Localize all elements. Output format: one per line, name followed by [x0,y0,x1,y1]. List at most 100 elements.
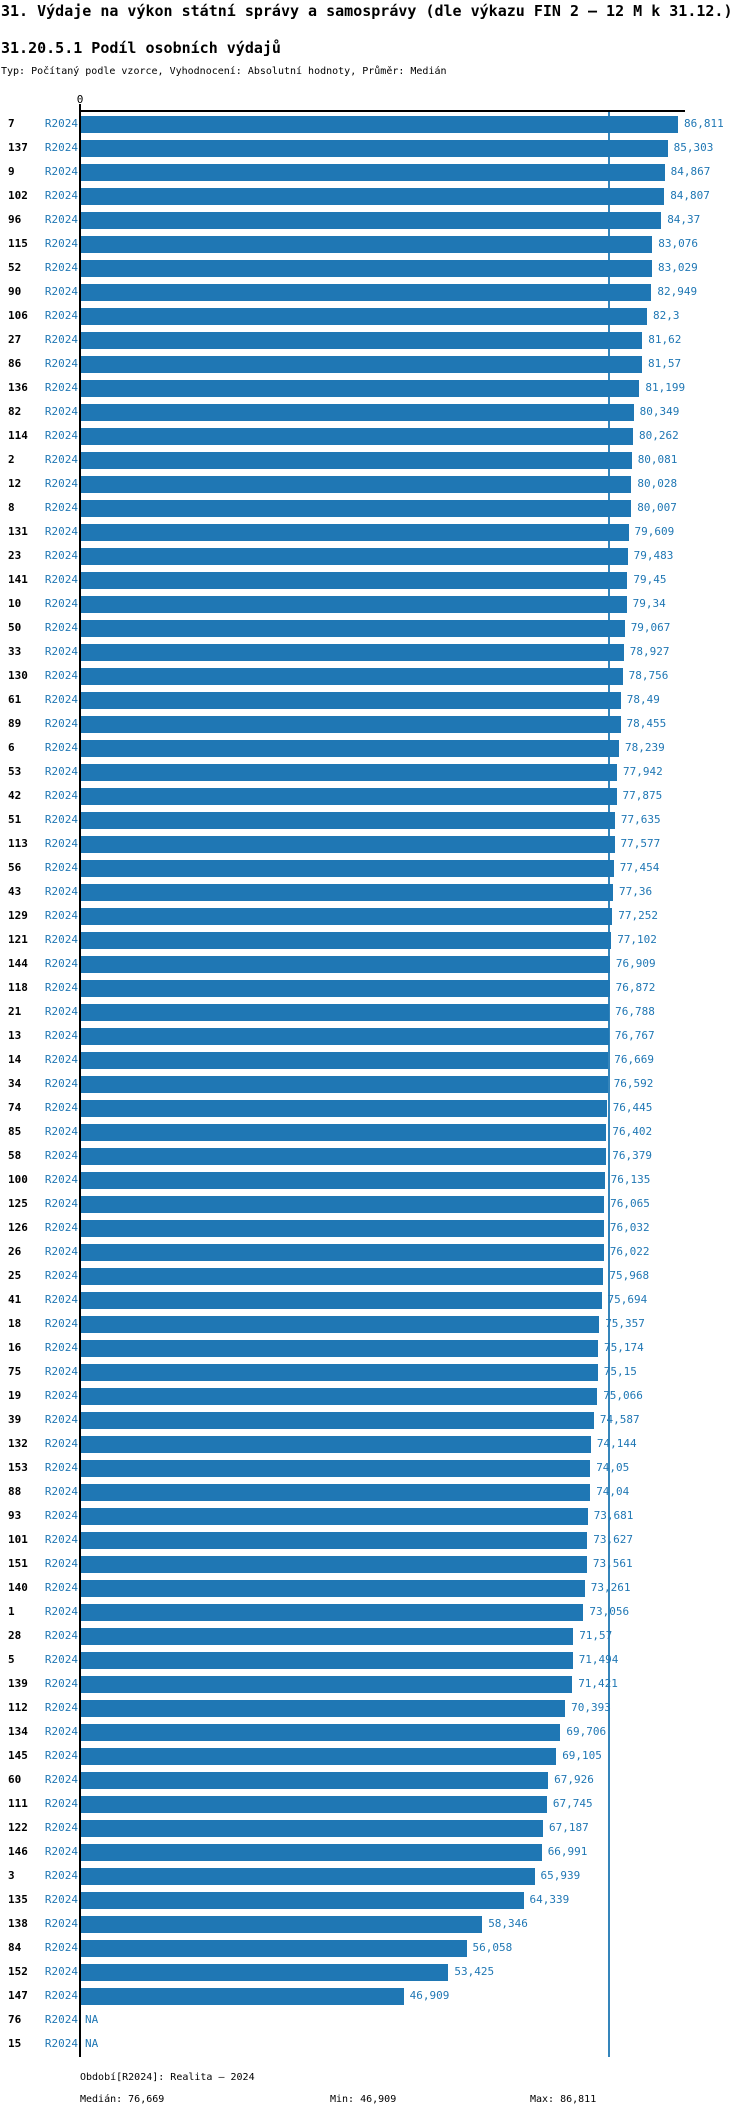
chart-row: 75 R2024 75,15 [0,1360,750,1384]
row-id-label: 137 [8,141,28,154]
row-value-label: 76,909 [615,957,656,970]
row-series-label: R2024 [44,1245,78,1258]
chart-row: 50 R2024 79,067 [0,616,750,640]
row-series-label: R2024 [44,429,78,442]
row-id-label: 111 [8,1797,28,1810]
row-id-label: 14 [8,1053,22,1066]
row-series-label: R2024 [44,981,78,994]
row-id-label: 26 [8,1245,22,1258]
row-value-label: 76,872 [615,981,656,994]
row-series-label: R2024 [44,213,78,226]
row-id-label: 113 [8,837,28,850]
row-series-label: R2024 [44,309,78,322]
row-value-label: 76,669 [614,1053,655,1066]
row-id-label: 56 [8,861,22,874]
row-id-label: 1 [8,1605,15,1618]
row-bar [81,1171,605,1189]
row-value-label: 56,058 [472,1941,513,1954]
row-id-label: 7 [8,117,15,130]
row-bar [81,307,647,325]
row-bar [81,1411,594,1429]
row-value-label: 64,339 [529,1893,570,1906]
chart-row: 1 R2024 73,056 [0,1600,750,1624]
row-id-label: 84 [8,1941,22,1954]
row-value-label: 46,909 [409,1989,450,2002]
chart-subtitle: 31.20.5.1 Podíl osobních výdajů [1,39,281,57]
row-series-label: R2024 [44,669,78,682]
chart-row: 100 R2024 76,135 [0,1168,750,1192]
row-bar [81,883,613,901]
row-id-label: 18 [8,1317,22,1330]
chart-row: 85 R2024 76,402 [0,1120,750,1144]
row-id-label: 15 [8,2037,22,2050]
row-bar [81,1459,591,1477]
row-id-label: 16 [8,1341,22,1354]
chart-row: 131 R2024 79,609 [0,520,750,544]
row-series-label: R2024 [44,765,78,778]
row-bar [81,1507,588,1525]
row-id-label: 134 [8,1725,28,1738]
row-bar [81,1963,449,1981]
row-id-label: 147 [8,1989,28,2002]
row-series-label: R2024 [44,549,78,562]
row-value-label: 67,187 [549,1821,589,1834]
row-series-label: R2024 [44,1221,78,1234]
row-value-label: 79,067 [630,621,671,634]
chart-row: 111 R2024 67,745 [0,1792,750,1816]
row-id-label: 58 [8,1149,22,1162]
chart-row: 152 R2024 53,425 [0,1960,750,1984]
chart-row: 121 R2024 77,102 [0,928,750,952]
row-value-label: 77,875 [622,789,663,802]
row-bar [81,739,619,757]
row-id-label: 122 [8,1821,28,1834]
row-id-label: 19 [8,1389,22,1402]
row-bar [81,787,617,805]
row-value-label: 76,032 [609,1221,650,1234]
row-series-label: R2024 [44,357,78,370]
row-value-label: 81,57 [648,357,682,370]
chart-row: 102 R2024 84,807 [0,184,750,208]
chart-row: 7 R2024 86,811 [0,112,750,136]
row-series-label: R2024 [44,717,78,730]
row-id-label: 60 [8,1773,22,1786]
row-id-label: 89 [8,717,22,730]
row-series-label: R2024 [44,1677,78,1690]
row-id-label: 27 [8,333,22,346]
chart-row: 23 R2024 79,483 [0,544,750,568]
row-value-label: 74,04 [596,1485,630,1498]
row-bar [81,1555,587,1573]
x-axis-zero-tick-label: 0 [76,93,84,106]
chart-row: 19 R2024 75,066 [0,1384,750,1408]
chart-row: 60 R2024 67,926 [0,1768,750,1792]
chart-meta-line: Typ: Počítaný podle vzorce, Vyhodnocení:… [1,66,447,77]
row-series-label: R2024 [44,621,78,634]
row-bar [81,1867,535,1885]
row-id-label: 132 [8,1437,28,1450]
chart-row: 112 R2024 70,393 [0,1696,750,1720]
row-id-label: 152 [8,1965,28,1978]
row-id-label: 140 [8,1581,28,1594]
row-id-label: 75 [8,1365,22,1378]
row-value-label: 79,34 [632,597,666,610]
row-series-label: R2024 [44,2013,78,2026]
row-id-label: 5 [8,1653,15,1666]
row-bar [81,1699,566,1717]
row-value-label: 82,949 [657,285,698,298]
row-bar [81,331,643,349]
chart-row: 61 R2024 78,49 [0,688,750,712]
chart-row: 126 R2024 76,032 [0,1216,750,1240]
row-bar [81,667,623,685]
row-id-label: 112 [8,1701,28,1714]
row-id-label: 34 [8,1077,22,1090]
chart-row: 139 R2024 71,421 [0,1672,750,1696]
row-bar [81,907,613,925]
chart-row: 129 R2024 77,252 [0,904,750,928]
row-value-label: 81,62 [648,333,682,346]
chart-row: 132 R2024 74,144 [0,1432,750,1456]
row-value-label: 73,056 [589,1605,630,1618]
row-bar [81,115,678,133]
row-value-label: 58,346 [488,1917,528,1930]
row-bar [81,1051,609,1069]
row-series-label: R2024 [44,597,78,610]
